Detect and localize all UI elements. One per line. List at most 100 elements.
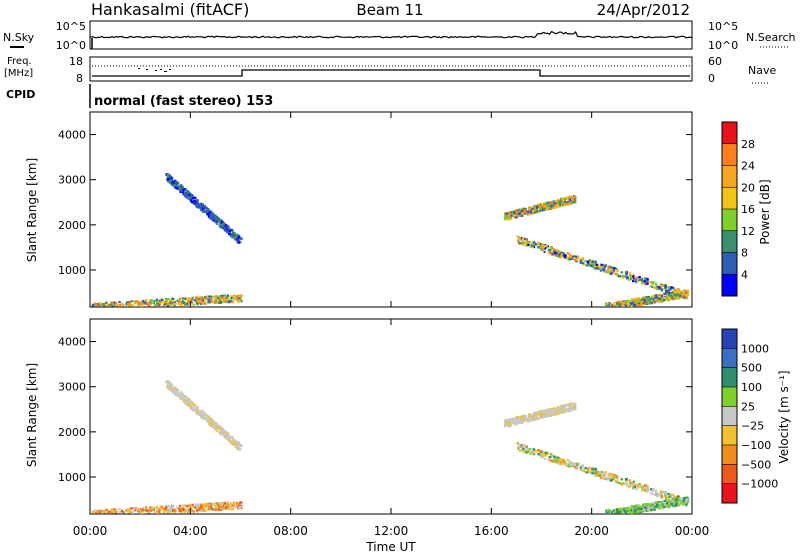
range-cell [616,273,620,276]
range-cell [667,289,670,292]
range-cell [171,299,174,302]
range-cell [172,387,175,391]
range-cell [591,261,594,264]
range-cell [518,242,521,245]
range-cell [233,502,236,505]
range-cell [574,195,577,199]
freq-panel-frame [89,56,693,82]
range-cell [609,271,612,274]
range-cell [641,489,645,492]
range-cell [608,509,611,512]
range-cell [231,301,234,304]
range-cell [167,177,170,181]
range-cell [515,421,518,424]
range-cell [656,495,659,498]
noise-right-label: N.Search [746,31,796,44]
range-cell [566,410,569,413]
range-cell [513,212,516,215]
range-cell [517,420,521,423]
colorbar-tick-label: −100 [741,439,771,452]
range-cell [165,298,168,301]
range-cell [174,186,177,189]
range-cell [652,487,655,491]
range-cell [150,299,153,302]
colorbar-tick-label: 25 [741,400,755,413]
range-cell [553,203,557,207]
range-cell [621,303,624,306]
range-cell [527,420,530,423]
range-cell [555,254,559,257]
range-cell [628,273,632,276]
range-cell [524,415,527,418]
range-cell [196,409,199,412]
range-cell [172,504,175,507]
range-cell [524,237,527,241]
range-cell [643,303,646,306]
range-cell [652,294,655,297]
range-cell [651,489,654,492]
range-cell [556,205,559,208]
range-cell [200,298,203,301]
range-cell [516,214,520,218]
range-cell [679,294,682,297]
range-cell [648,299,651,302]
range-cell [607,473,610,476]
range-cell [532,448,536,451]
range-cell [592,264,596,267]
range-cell [577,462,580,465]
range-cell [222,501,225,504]
range-cell [541,455,544,458]
range-cell [552,251,555,254]
range-cell [565,463,568,466]
range-cell [204,298,208,301]
range-cell [606,476,609,479]
range-cell [220,296,224,299]
range-cell [634,508,637,511]
range-cell [155,505,159,508]
range-cell [178,507,181,510]
range-cell [613,511,616,514]
range-cell [547,458,550,462]
range-cell [526,210,529,213]
range-cell [239,299,242,302]
range-cell [539,414,542,417]
range-cell [158,301,161,304]
range-cell [97,303,100,306]
range-cell [581,464,584,467]
range-cell [640,507,643,510]
range-cell [670,499,673,502]
range-cell [555,458,559,462]
range-cell [146,302,149,305]
range-cell [127,302,130,305]
range-cell [199,206,202,209]
range-cell [574,462,577,465]
range-cell [535,414,539,417]
range-cell [633,298,636,301]
range-cell [216,504,220,507]
range-cell [553,410,557,414]
range-cell [579,259,583,262]
range-cell [222,506,225,509]
range-cell [175,389,178,392]
range-cell [517,447,520,450]
range-cell [520,416,524,420]
range-cell [557,203,560,206]
range-cell [195,503,198,506]
power-ylabel: Slant Range [km] [25,158,39,262]
range-cell [222,299,225,302]
range-cell [187,403,190,406]
range-cell [648,297,651,301]
range-cell [657,507,661,510]
range-cell [224,507,227,511]
range-cell [537,410,540,413]
range-cell [610,473,614,476]
range-cell [656,504,660,507]
range-cell [651,285,654,288]
range-cell [211,425,215,428]
range-cell [230,234,234,237]
range-cell [632,273,635,276]
colorbar-swatch [722,122,737,145]
range-cell [668,288,672,291]
range-cell [189,197,193,201]
range-cell [198,506,201,509]
